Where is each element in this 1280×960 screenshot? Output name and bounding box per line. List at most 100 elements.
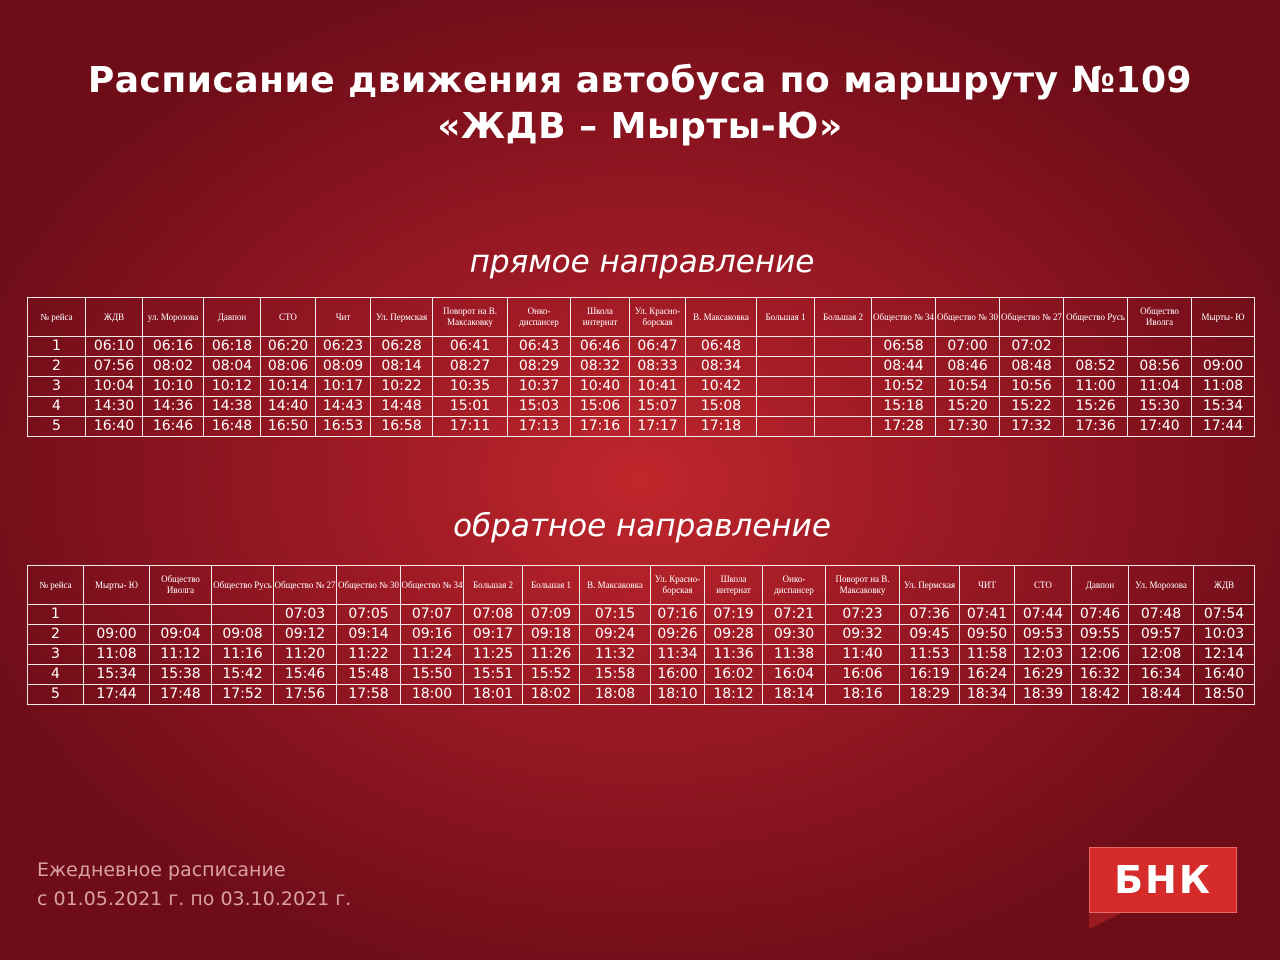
departure-time-cell: 15:18 <box>871 396 936 417</box>
departure-time-cell: 07:41 <box>959 604 1015 625</box>
departure-time-cell <box>814 376 872 397</box>
column-header: Общество № 34 <box>871 297 936 337</box>
table-row: 4 14:30 14:36 14:38 14:40 14:43 14:48 15:01 15:0… <box>27 396 1255 417</box>
departure-time-cell: 16:40 <box>1193 664 1255 685</box>
departure-time-cell: 08:02 <box>142 356 204 377</box>
departure-time-cell: 06:28 <box>370 336 433 357</box>
departure-time-cell: 07:16 <box>650 604 705 625</box>
departure-time-cell: 11:26 <box>522 644 580 665</box>
departure-time-cell: 06:23 <box>315 336 371 357</box>
departure-time-cell: 10:14 <box>260 376 316 397</box>
departure-time-cell: 15:48 <box>336 664 401 685</box>
departure-time-cell: 10:54 <box>935 376 1000 397</box>
departure-time-cell: 11:16 <box>211 644 274 665</box>
departure-time-cell: 10:22 <box>370 376 433 397</box>
forward-heading: прямое направление <box>469 244 815 280</box>
departure-time-cell <box>756 416 815 437</box>
departure-time-cell: 09:08 <box>211 624 274 645</box>
column-header: Ул. Пермская <box>899 565 960 605</box>
departure-time-cell <box>1127 336 1192 357</box>
departure-time-cell: 08:32 <box>570 356 630 377</box>
column-header: Общество Иволга <box>1127 297 1192 337</box>
table-header-row: № рейса Мырты- Ю Общество Иволга Общество Р… <box>27 565 1255 605</box>
column-header: Поворот на В. Максаковку <box>432 297 508 337</box>
departure-time-cell: 15:20 <box>935 396 1000 417</box>
departure-time-cell: 18:12 <box>704 684 763 705</box>
column-header: Большая 2 <box>463 565 523 605</box>
departure-time-cell: 16:02 <box>704 664 763 685</box>
departure-time-cell <box>814 416 872 437</box>
departure-time-cell: 07:00 <box>935 336 1000 357</box>
departure-time-cell: 15:38 <box>149 664 212 685</box>
departure-time-cell: 17:13 <box>507 416 571 437</box>
table-row: 4 15:34 15:38 15:42 15:46 15:48 15:50 15:51 15:5… <box>27 664 1255 685</box>
departure-time-cell: 17:30 <box>935 416 1000 437</box>
column-header: Общество Иволга <box>149 565 212 605</box>
departure-time-cell: 15:58 <box>579 664 651 685</box>
trip-number-cell: 2 <box>27 356 86 377</box>
departure-time-cell: 11:24 <box>400 644 464 665</box>
departure-time-cell <box>814 336 872 357</box>
column-header: Чит <box>315 297 371 337</box>
departure-time-cell: 07:54 <box>1193 604 1255 625</box>
departure-time-cell: 15:52 <box>522 664 580 685</box>
departure-time-cell: 07:44 <box>1014 604 1072 625</box>
departure-time-cell: 06:43 <box>507 336 571 357</box>
departure-time-cell: 17:28 <box>871 416 936 437</box>
departure-time-cell: 10:04 <box>85 376 143 397</box>
departure-time-cell: 16:32 <box>1071 664 1129 685</box>
departure-time-cell: 18:02 <box>522 684 580 705</box>
departure-time-cell <box>756 376 815 397</box>
trip-number-cell: 3 <box>27 376 86 397</box>
departure-time-cell: 18:29 <box>899 684 960 705</box>
column-header: СТО <box>1014 565 1072 605</box>
column-header: В. Максаковка <box>685 297 757 337</box>
column-header: Большая 1 <box>522 565 580 605</box>
departure-time-cell: 17:36 <box>1063 416 1128 437</box>
column-header: № рейса <box>27 297 86 337</box>
table-row: 1 07:03 07:05 07:07 07:08 07:09 07:15 07:16 07:1… <box>27 604 1255 625</box>
departure-time-cell: 16:29 <box>1014 664 1072 685</box>
departure-time-cell: 07:56 <box>85 356 143 377</box>
departure-time-cell: 18:01 <box>463 684 523 705</box>
departure-time-cell: 16:46 <box>142 416 204 437</box>
departure-time-cell: 12:14 <box>1193 644 1255 665</box>
backward-schedule-table: № рейса Мырты- Ю Общество Иволга Общество Р… <box>27 565 1255 705</box>
departure-time-cell: 12:03 <box>1014 644 1072 665</box>
departure-time-cell: 06:58 <box>871 336 936 357</box>
departure-time-cell: 07:02 <box>999 336 1064 357</box>
departure-time-cell <box>756 396 815 417</box>
column-header: Общество Русь <box>1063 297 1128 337</box>
column-header: Мырты- Ю <box>1191 297 1255 337</box>
departure-time-cell <box>756 356 815 377</box>
departure-time-cell: 16:50 <box>260 416 316 437</box>
column-header: Общество № 34 <box>400 565 464 605</box>
departure-time-cell: 08:46 <box>935 356 1000 377</box>
departure-time-cell: 18:00 <box>400 684 464 705</box>
departure-time-cell: 17:11 <box>432 416 508 437</box>
departure-time-cell: 14:36 <box>142 396 204 417</box>
departure-time-cell: 09:32 <box>825 624 900 645</box>
departure-time-cell <box>1063 336 1128 357</box>
departure-time-cell <box>211 604 274 625</box>
column-header: ЧИТ <box>959 565 1015 605</box>
table-row: 3 10:04 10:10 10:12 10:14 10:17 10:22 10:35 10:3… <box>27 376 1255 397</box>
departure-time-cell: 17:52 <box>211 684 274 705</box>
departure-time-cell: 11:40 <box>825 644 900 665</box>
departure-time-cell: 18:14 <box>762 684 826 705</box>
departure-time-cell: 07:05 <box>336 604 401 625</box>
departure-time-cell: 15:34 <box>83 664 150 685</box>
departure-time-cell: 07:21 <box>762 604 826 625</box>
departure-time-cell: 09:57 <box>1128 624 1194 645</box>
departure-time-cell: 17:18 <box>685 416 757 437</box>
column-header: Общество № 27 <box>273 565 337 605</box>
departure-time-cell <box>756 336 815 357</box>
departure-time-cell: 08:52 <box>1063 356 1128 377</box>
departure-time-cell: 09:50 <box>959 624 1015 645</box>
departure-time-cell: 09:04 <box>149 624 212 645</box>
departure-time-cell: 14:43 <box>315 396 371 417</box>
departure-time-cell: 16:19 <box>899 664 960 685</box>
column-header: Ул. Красно- борская <box>629 297 686 337</box>
departure-time-cell: 08:48 <box>999 356 1064 377</box>
departure-time-cell: 17:56 <box>273 684 337 705</box>
